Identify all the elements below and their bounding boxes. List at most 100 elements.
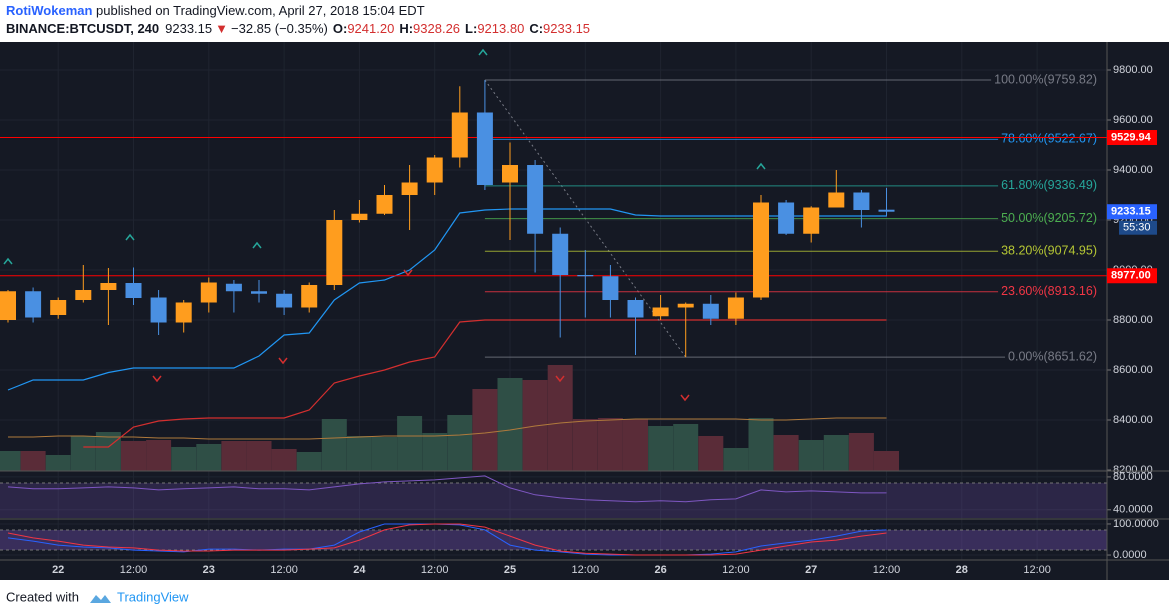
- volume-bar: [422, 433, 448, 471]
- candle-body: [828, 192, 845, 208]
- footer-brand[interactable]: TradingView: [117, 589, 189, 604]
- publish-line: RotiWokeman published on TradingView.com…: [6, 3, 425, 18]
- volume-bar: [146, 440, 172, 471]
- volume-bar: [472, 389, 498, 471]
- candle-body: [125, 283, 142, 298]
- candle-body: [225, 283, 242, 292]
- volume-bar: [397, 416, 423, 471]
- x-tick-label: 12:00: [270, 564, 298, 576]
- fractal-down: [680, 394, 690, 402]
- author[interactable]: RotiWokeman: [6, 3, 92, 18]
- candle-body: [753, 202, 769, 298]
- indicator-layer: [7, 208, 887, 556]
- volume-bar: [196, 444, 222, 471]
- candle-body: [652, 307, 669, 317]
- volume-bar: [572, 419, 598, 471]
- volume-bar: [70, 436, 96, 471]
- volume-bar: [648, 426, 674, 471]
- x-tick-label: 12:00: [722, 564, 750, 576]
- candle-body: [376, 195, 393, 214]
- x-tick-label: 22: [52, 564, 64, 576]
- candle-body: [50, 300, 67, 315]
- countdown-box: [1119, 220, 1157, 235]
- x-tick-label: 12:00: [572, 564, 600, 576]
- x-tick-label: 24: [353, 564, 366, 576]
- candle-body: [702, 303, 719, 319]
- y-tick-label: 80.0000: [1113, 471, 1153, 483]
- candle-body: [276, 293, 293, 308]
- price-tag: [1107, 130, 1157, 146]
- price-tag-label: 8977.00: [1111, 270, 1151, 282]
- volume-bar: [20, 451, 46, 471]
- volume-bar: [497, 378, 523, 471]
- candle-body: [527, 165, 544, 234]
- candle-body: [251, 291, 267, 294]
- volume-bar: [597, 418, 623, 471]
- volume-bar: [748, 418, 774, 471]
- price-tag-label: 9529.94: [1111, 131, 1152, 143]
- fib-label: 38.20%(9074.95): [1001, 244, 1097, 258]
- fractal-down: [152, 375, 162, 383]
- candle-body: [727, 297, 744, 319]
- volume-bar: [823, 435, 849, 471]
- candle-body: [602, 276, 619, 300]
- fractal-up: [756, 162, 766, 170]
- change: −32.85 (−0.35%): [231, 21, 328, 36]
- o-label: O:: [333, 21, 347, 36]
- x-tick-label: 28: [956, 564, 968, 576]
- candle-body: [100, 283, 117, 290]
- candle-body: [326, 220, 343, 285]
- candle-body: [451, 112, 468, 158]
- volume-bar: [121, 441, 146, 471]
- y-tick-label: 8800.00: [1113, 314, 1153, 326]
- volume-layer: [0, 365, 899, 471]
- l-label: L:: [465, 21, 477, 36]
- x-tick-label: 12:00: [120, 564, 148, 576]
- arrow: ▼: [215, 21, 228, 36]
- last-price-tag: [1107, 204, 1157, 220]
- volume-bar: [95, 432, 121, 471]
- volume-bar: [447, 415, 473, 471]
- h: 9328.26: [413, 21, 460, 36]
- symbol: BINANCE:BTCUSDT, 240: [6, 21, 159, 36]
- x-tick-label: 26: [654, 564, 666, 576]
- candle-body: [853, 192, 870, 210]
- fractal-up: [252, 241, 262, 249]
- y-tick-label: 8600.00: [1113, 364, 1153, 376]
- candle-body: [803, 207, 820, 234]
- x-tick-label: 25: [504, 564, 516, 576]
- y-tick-label: 100.0000: [1113, 518, 1159, 530]
- volume-bar: [874, 451, 899, 471]
- footer-created: Created with: [6, 589, 79, 604]
- published: published on TradingView.com, April 27, …: [92, 3, 424, 18]
- c: 9233.15: [543, 21, 590, 36]
- candle-layer: [0, 80, 895, 358]
- l: 9213.80: [477, 21, 524, 36]
- x-tick-label: 12:00: [1023, 564, 1051, 576]
- volume-bar: [848, 433, 874, 471]
- candle-body: [552, 233, 569, 275]
- volume-ma: [8, 417, 887, 440]
- x-tick-label: 12:00: [873, 564, 901, 576]
- y-tick-label: 8400.00: [1113, 414, 1153, 426]
- volume-bar: [296, 452, 322, 471]
- candle-body: [175, 302, 192, 323]
- fib-label: 100.00%(9759.82): [994, 72, 1097, 86]
- indicator-line: [7, 523, 887, 556]
- volume-bar: [623, 419, 648, 471]
- h-label: H:: [399, 21, 413, 36]
- x-tick-label: 27: [805, 564, 817, 576]
- x-tick-label: 23: [203, 564, 215, 576]
- candle-body: [0, 291, 16, 320]
- y-tick-label: 8200.00: [1113, 464, 1153, 476]
- fib-label: 0.00%(8651.62): [1008, 349, 1097, 363]
- volume-bar: [547, 365, 573, 471]
- last-price-label: 9233.15: [1111, 206, 1151, 218]
- x-tick-label: 12:00: [421, 564, 449, 576]
- volume-bar: [246, 441, 272, 471]
- volume-bar: [798, 440, 824, 471]
- candle-body: [401, 182, 418, 195]
- y-tick-label: 9600.00: [1113, 114, 1153, 126]
- volume-bar: [773, 435, 799, 471]
